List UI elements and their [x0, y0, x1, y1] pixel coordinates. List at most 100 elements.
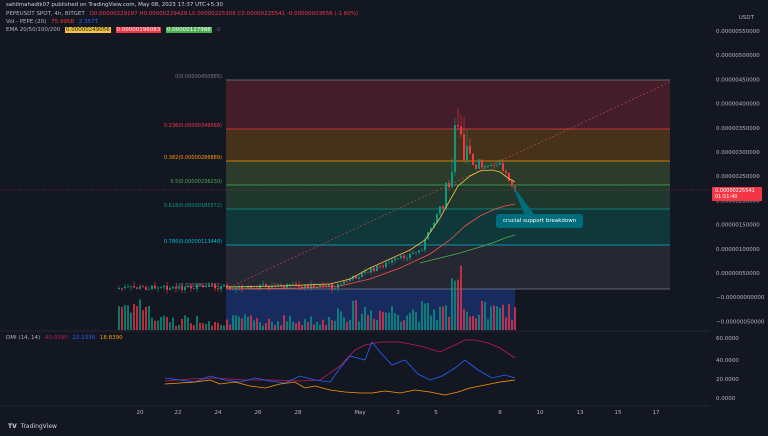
price-axis-label: −0.00000050000	[716, 319, 765, 325]
candle-body	[202, 285, 204, 288]
candle-body	[433, 222, 435, 228]
price-axis-label: 0.00000050000	[716, 271, 760, 277]
volume-bar	[229, 324, 231, 330]
candle-body	[205, 286, 207, 288]
annotation-crucial-support[interactable]: crucial support breakdown	[496, 214, 584, 228]
volume-value-2: 2.357T	[78, 19, 98, 25]
ema-legend[interactable]: EMA 20/50/100/200 0.00000249056 0.000001…	[6, 27, 221, 33]
volume-bar	[154, 320, 156, 330]
candle-body	[136, 287, 138, 289]
candle-body	[139, 286, 141, 289]
dmi-legend[interactable]: DMI (14, 14) 40.0390 22.1330 18.8390	[6, 335, 123, 341]
volume-bar	[301, 324, 303, 330]
candle-body	[511, 180, 513, 187]
candle-body	[184, 287, 186, 290]
time-axis-label: 24	[215, 410, 222, 416]
volume-bar	[304, 318, 306, 330]
volume-bar	[205, 324, 207, 330]
volume-bar	[235, 315, 237, 330]
time-axis-label: May	[354, 410, 366, 416]
candle-body	[466, 145, 468, 161]
candle-body	[361, 273, 363, 278]
dmi-axis-label: 0.0000	[716, 396, 736, 402]
candle-body	[358, 277, 360, 279]
volume-bar	[280, 325, 282, 330]
candle-body	[193, 288, 195, 290]
candle-body	[241, 286, 243, 289]
candle-body	[343, 281, 345, 284]
volume-bar	[367, 314, 369, 330]
candle-body	[424, 239, 426, 251]
volume-bar	[454, 280, 456, 330]
volume-bar	[427, 302, 429, 330]
volume-bar	[271, 321, 273, 330]
volume-bar	[361, 313, 363, 330]
time-axis-label: 8	[498, 410, 502, 416]
dmi-plus-line	[164, 341, 516, 384]
footer-brand[interactable]: ⁠TV TradingView	[8, 423, 57, 430]
volume-bar	[124, 305, 126, 330]
volume-bar	[139, 299, 141, 330]
volume-bar	[370, 310, 372, 330]
candle-body	[409, 253, 411, 258]
fib-zone-1	[226, 129, 670, 161]
fib-zone-0	[226, 80, 670, 129]
candle-body	[436, 213, 438, 223]
volume-bar	[391, 305, 393, 330]
volume-bar	[184, 315, 186, 330]
price-tag: 0.00000225541 01:51:40	[712, 187, 762, 201]
candle-body	[151, 285, 153, 289]
candle-body	[442, 206, 444, 209]
price-tag-value: 0.00000225541	[715, 188, 755, 194]
volume-bar	[136, 306, 138, 330]
volume-bar	[373, 318, 375, 330]
candle-body	[247, 286, 249, 289]
volume-legend[interactable]: Vol - PEPE (20) 75.995B 2.357T	[6, 19, 98, 25]
candle-body	[310, 284, 312, 289]
candle-body	[142, 286, 144, 288]
price-axis[interactable]: 0.00000550000 0.00000500000 0.00000450000 0…	[716, 29, 765, 325]
volume-bar	[163, 315, 165, 330]
dmi-adx-line	[164, 339, 516, 382]
volume-bar	[511, 319, 513, 330]
candle-body	[223, 284, 225, 287]
volume-bar	[409, 312, 411, 330]
volume-bar	[277, 321, 279, 330]
volume-bar	[292, 321, 294, 330]
symbol-legend[interactable]: PEPEUSDT SPOT, 4h, BITGET O0.00000229197…	[6, 11, 358, 17]
volume-bar	[463, 308, 465, 330]
candle-body	[328, 284, 330, 287]
dmi-axis-label: 20.0000	[716, 377, 739, 383]
volume-bar	[493, 305, 495, 330]
time-axis[interactable]: 20 22 24 26 28 May 3 5 8 10 13 15 17	[137, 410, 660, 416]
candle-body	[355, 276, 357, 279]
fib-zones	[226, 80, 670, 330]
candle-body	[376, 265, 378, 272]
volume-bar	[298, 321, 300, 330]
candle-body	[172, 286, 174, 289]
candle-body	[181, 286, 183, 290]
candle-body	[265, 284, 267, 286]
volume-bar	[325, 324, 327, 330]
volume-bar	[256, 317, 258, 330]
volume-bar	[232, 315, 234, 330]
candle-body	[292, 283, 294, 285]
candle-body	[448, 182, 450, 188]
candle-body	[169, 288, 171, 290]
volume-bar	[424, 303, 426, 330]
volume-bar	[337, 308, 339, 330]
volume-bar	[487, 319, 489, 330]
ema-value-100: 0.00000127988	[166, 27, 212, 33]
candle-body	[391, 260, 393, 263]
volume-bar	[310, 316, 312, 330]
candle-body	[190, 286, 192, 289]
candle-body	[403, 255, 405, 259]
candle-body	[124, 286, 126, 289]
volume-bar	[499, 307, 501, 330]
publisher-line: sahilmahadik07 published on TradingView.…	[6, 2, 223, 8]
volume-bar	[241, 318, 243, 330]
candle-body	[415, 252, 417, 254]
volume-bar	[460, 265, 462, 330]
candle-body	[388, 262, 390, 264]
